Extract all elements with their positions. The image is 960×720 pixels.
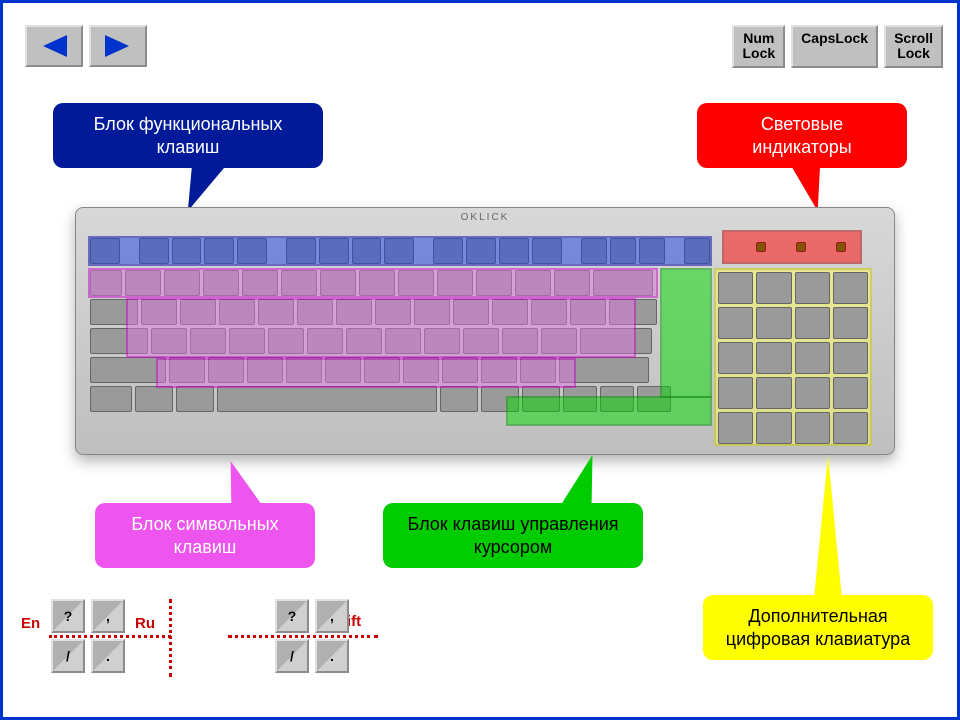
scrolllock-button[interactable]: Scroll Lock xyxy=(884,25,943,68)
numpad-key[interactable] xyxy=(718,307,753,339)
sample-key-ru-top: , xyxy=(91,599,125,633)
numpad-key[interactable] xyxy=(718,272,753,304)
sample-key-shift-top: ? xyxy=(275,599,309,633)
key[interactable] xyxy=(217,386,437,412)
callout-numpad: Дополнительная цифровая клавиатура xyxy=(703,595,933,660)
capslock-button[interactable]: CapsLock xyxy=(791,25,878,68)
sample-key-shift-top2: , xyxy=(315,599,349,633)
callout-cursor: Блок клавиш управления курсором xyxy=(383,503,643,568)
numpad-key[interactable] xyxy=(756,307,791,339)
sample-key-label: / xyxy=(66,648,70,664)
numpad-key[interactable] xyxy=(718,342,753,374)
callout-cursor-text: Блок клавиш управления курсором xyxy=(407,514,618,557)
sample-key-label: . xyxy=(330,648,334,664)
arrow-left-icon xyxy=(39,33,69,59)
overlay-symbolic-3 xyxy=(156,358,576,388)
sample-key-label: , xyxy=(330,608,334,624)
numpad-key[interactable] xyxy=(795,272,830,304)
numpad-key[interactable] xyxy=(833,342,868,374)
numpad-key[interactable] xyxy=(795,377,830,409)
en-label: En xyxy=(21,615,40,632)
callout-indicators-text: Световые индикаторы xyxy=(752,114,851,157)
next-button[interactable] xyxy=(89,25,147,67)
callout-functional-text: Блок функциональных клавиш xyxy=(94,114,283,157)
key[interactable] xyxy=(135,386,173,412)
callout-functional: Блок функциональных клавиш xyxy=(53,103,323,168)
sample-key-ru-bot: . xyxy=(91,639,125,673)
overlay-cursor-1 xyxy=(660,268,712,398)
sample-key-en-top: ? xyxy=(51,599,85,633)
numpad-key[interactable] xyxy=(756,342,791,374)
key[interactable] xyxy=(440,386,478,412)
ru-label: Ru xyxy=(135,615,155,632)
keyboard-brand: OKLICK xyxy=(461,212,510,223)
sample-key-shift-bot2: . xyxy=(315,639,349,673)
keyboard: OKLICK xyxy=(75,207,895,455)
numpad xyxy=(718,272,868,444)
key[interactable] xyxy=(90,357,166,383)
numpad-key[interactable] xyxy=(833,412,868,444)
overlay-cursor-2 xyxy=(506,396,712,426)
numlock-button[interactable]: Num Lock xyxy=(732,25,785,68)
numpad-key[interactable] xyxy=(833,377,868,409)
dashed-divider-h2 xyxy=(228,635,378,638)
key[interactable] xyxy=(90,386,132,412)
numpad-key[interactable] xyxy=(833,307,868,339)
arrow-right-icon xyxy=(103,33,133,59)
callout-indicators: Световые индикаторы xyxy=(697,103,907,168)
key[interactable] xyxy=(176,386,214,412)
callout-numpad-tail xyxy=(814,455,842,599)
overlay-functional xyxy=(88,236,712,266)
numpad-key[interactable] xyxy=(718,377,753,409)
sample-key-label: ? xyxy=(288,608,297,624)
numpad-key[interactable] xyxy=(718,412,753,444)
callout-symbolic-text: Блок символьных клавиш xyxy=(131,514,278,557)
sample-key-label: / xyxy=(290,648,294,664)
nav-controls xyxy=(25,25,147,67)
overlay-symbolic-1 xyxy=(88,268,658,298)
lock-indicator-buttons: Num Lock CapsLock Scroll Lock xyxy=(732,25,943,68)
prev-button[interactable] xyxy=(25,25,83,67)
callout-indicators-tail xyxy=(788,161,833,211)
numpad-key[interactable] xyxy=(833,272,868,304)
numpad-key[interactable] xyxy=(756,377,791,409)
overlay-symbolic-2 xyxy=(126,298,636,358)
numpad-key[interactable] xyxy=(795,342,830,374)
sample-key-label: . xyxy=(106,648,110,664)
sample-key-shift-bot: / xyxy=(275,639,309,673)
callout-symbolic-tail xyxy=(215,461,264,507)
numpad-key[interactable] xyxy=(795,307,830,339)
callout-numpad-text: Дополнительная цифровая клавиатура xyxy=(726,606,910,649)
dashed-divider-h1 xyxy=(49,635,171,638)
sample-key-label: , xyxy=(106,608,110,624)
numpad-key[interactable] xyxy=(795,412,830,444)
callout-functional-tail xyxy=(170,163,228,211)
numpad-key[interactable] xyxy=(756,412,791,444)
sample-key-label: ? xyxy=(64,608,73,624)
callout-cursor-tail xyxy=(560,455,609,507)
numpad-key[interactable] xyxy=(756,272,791,304)
callout-symbolic: Блок символьных клавиш xyxy=(95,503,315,568)
sample-key-en-bot: / xyxy=(51,639,85,673)
overlay-indicators xyxy=(722,230,862,264)
dashed-divider-v xyxy=(169,599,172,677)
